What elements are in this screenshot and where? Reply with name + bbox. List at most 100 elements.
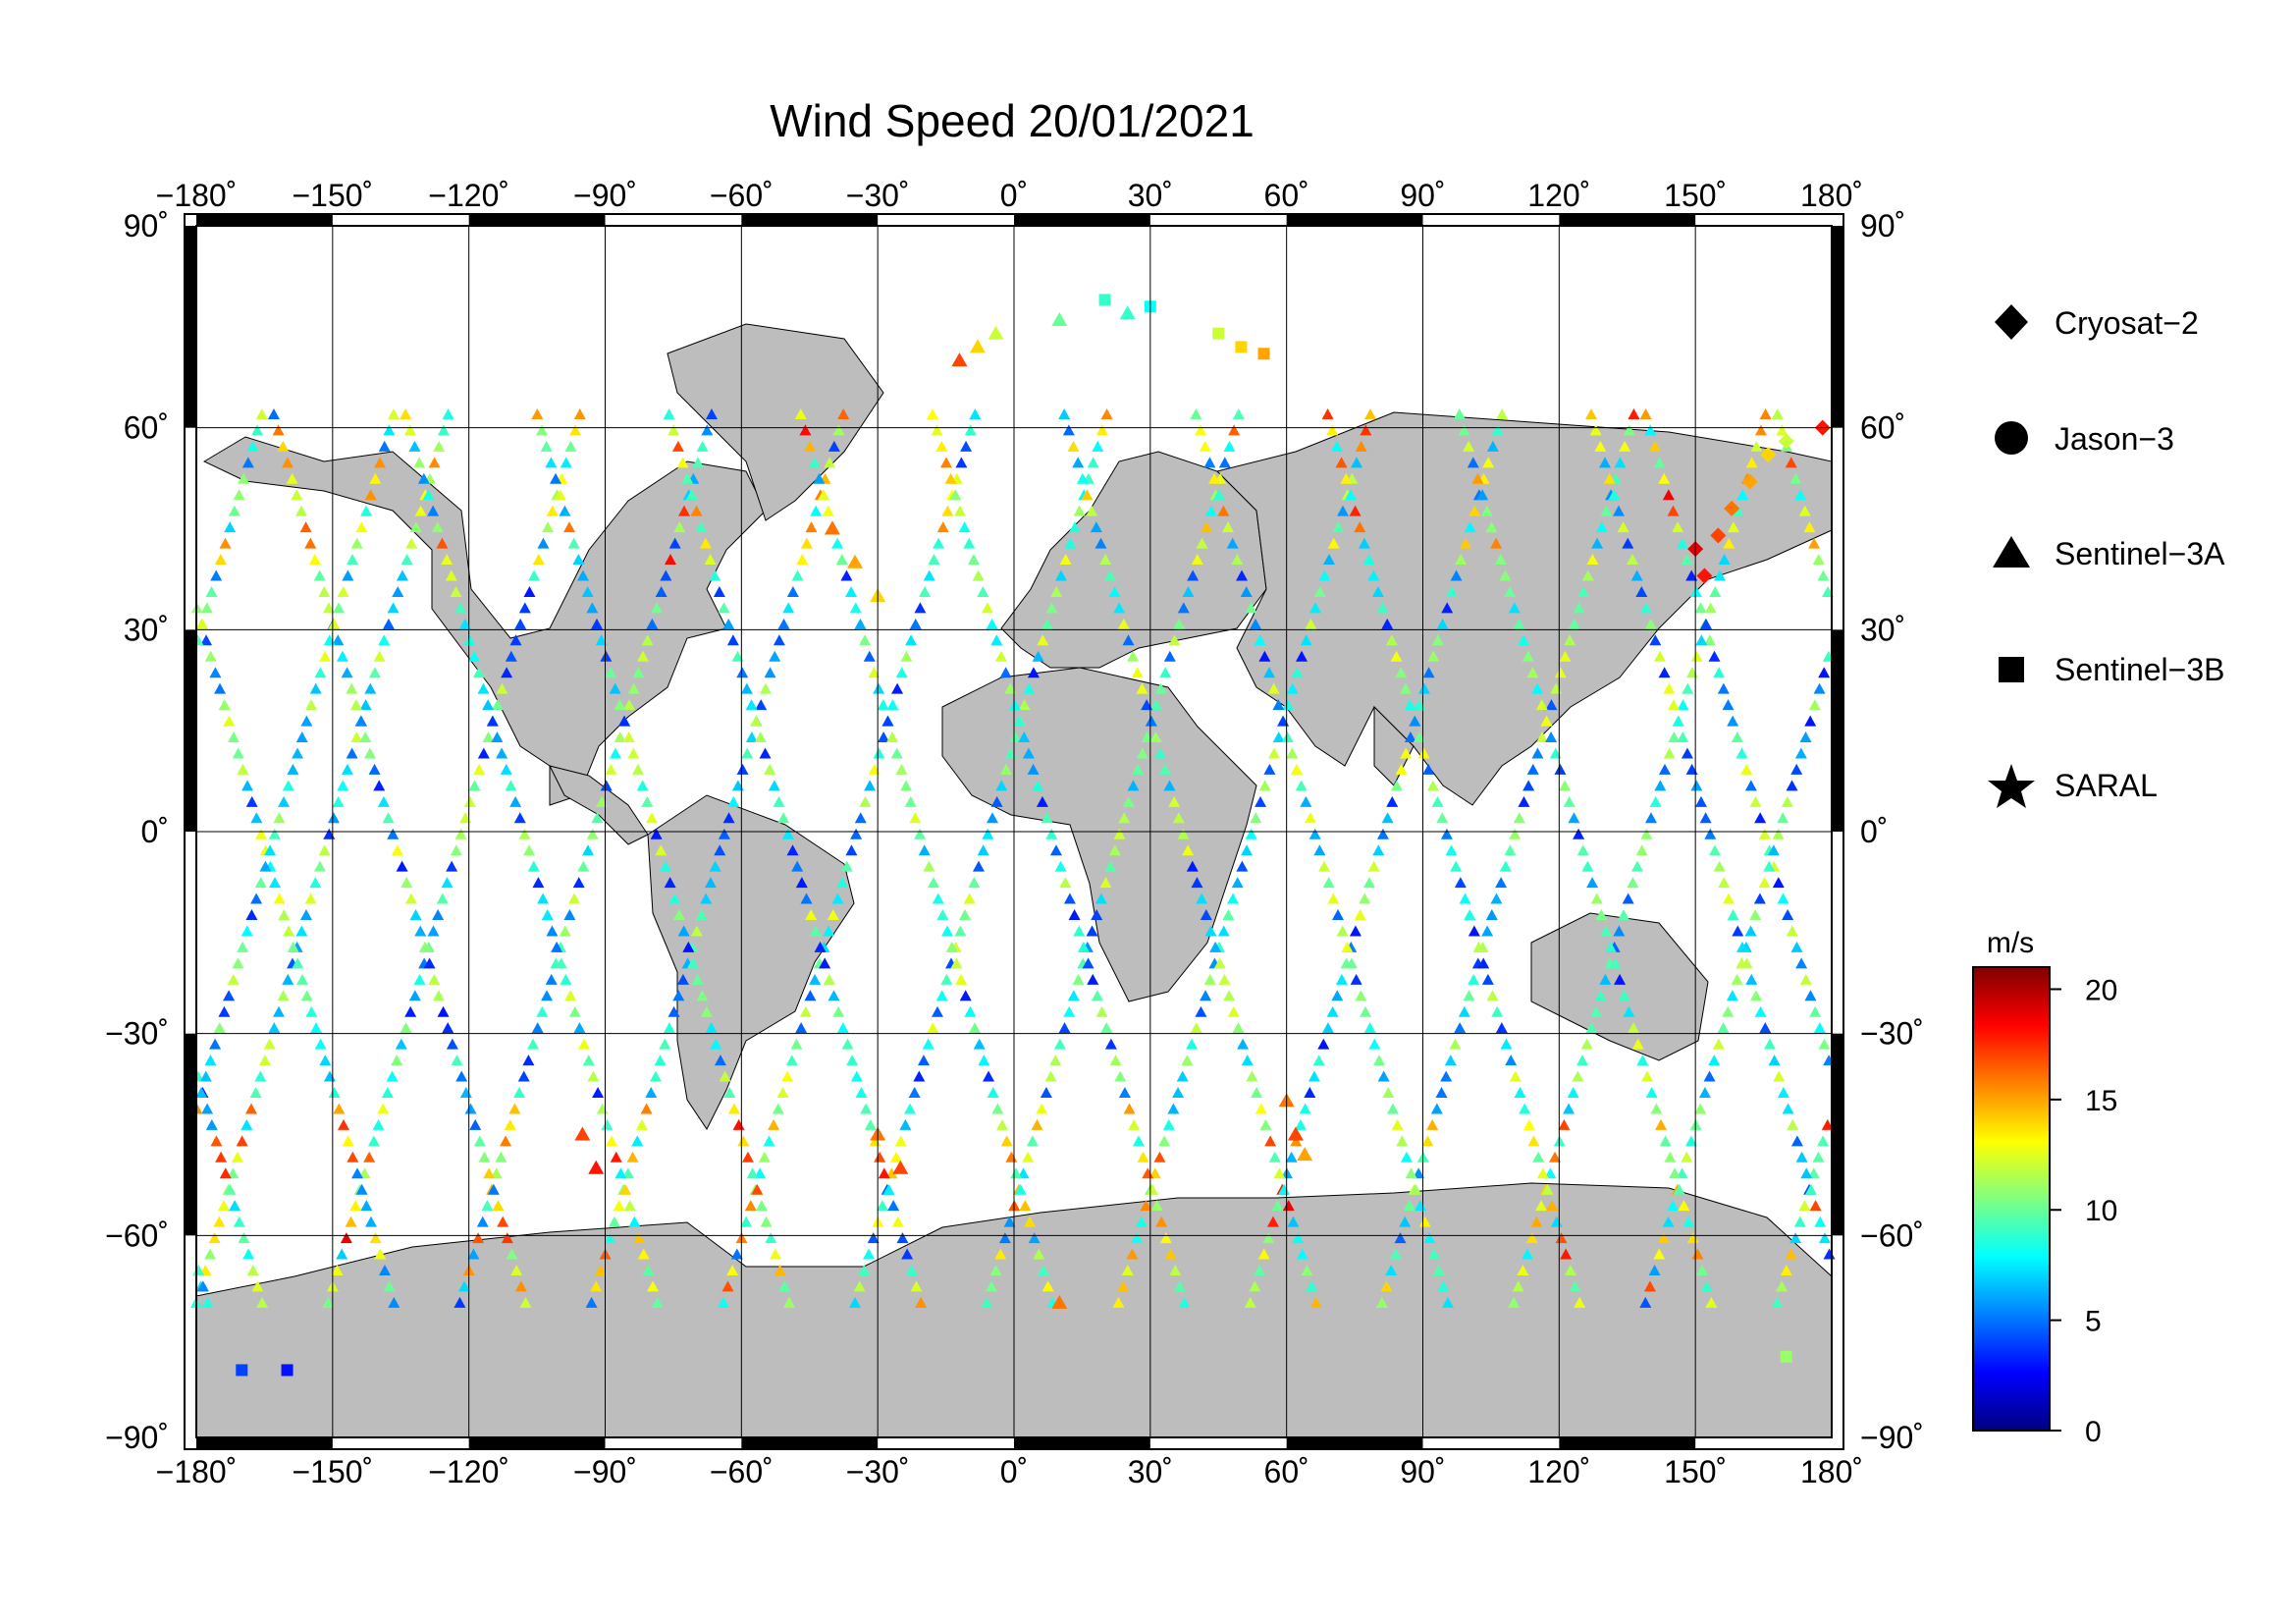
track-point bbox=[1491, 1005, 1504, 1017]
data-point-triangle bbox=[1287, 1126, 1304, 1141]
track-point bbox=[1694, 602, 1707, 614]
track-point bbox=[895, 667, 908, 678]
track-point bbox=[1785, 457, 1797, 468]
track-point bbox=[1708, 844, 1721, 856]
track-point bbox=[1360, 424, 1372, 436]
data-point-square bbox=[1257, 348, 1270, 360]
track-point bbox=[1623, 424, 1635, 436]
track-point bbox=[227, 973, 240, 985]
track-point bbox=[441, 554, 454, 566]
track-point bbox=[459, 812, 472, 824]
colorbar-gradient bbox=[1972, 966, 2051, 1432]
track-point bbox=[619, 1183, 632, 1195]
track-point bbox=[1777, 1086, 1789, 1098]
track-point bbox=[1708, 1055, 1721, 1066]
track-point bbox=[1091, 909, 1103, 921]
track-point bbox=[859, 795, 872, 807]
track-point bbox=[1776, 1280, 1789, 1292]
track-point bbox=[740, 1216, 753, 1227]
track-point bbox=[1305, 812, 1317, 824]
track-point bbox=[1059, 877, 1072, 889]
track-point bbox=[281, 457, 294, 468]
track-point bbox=[1182, 844, 1195, 856]
track-point bbox=[1178, 1296, 1191, 1308]
track-point bbox=[1073, 925, 1086, 937]
track-point bbox=[874, 1151, 886, 1163]
lat-tick-right: 30˚ bbox=[1860, 612, 1905, 647]
track-point bbox=[1649, 634, 1662, 646]
track-point bbox=[1037, 634, 1049, 646]
track-point bbox=[1033, 1248, 1045, 1260]
track-point bbox=[936, 521, 949, 533]
track-point bbox=[795, 877, 808, 889]
track-point bbox=[1468, 925, 1480, 937]
track-point bbox=[954, 925, 967, 937]
lon-ticks-bottom: −180˚ −150˚ −120˚ −90˚ −60˚ −30˚ 0˚ 30˚ 60˚ 90˚ 12… bbox=[156, 1454, 1863, 1489]
track-point bbox=[1768, 1055, 1781, 1066]
track-point bbox=[891, 682, 904, 694]
track-point bbox=[994, 1248, 1007, 1260]
track-point bbox=[355, 521, 368, 533]
track-point bbox=[1645, 1086, 1658, 1098]
track-point bbox=[282, 780, 294, 791]
track-point bbox=[437, 424, 450, 436]
track-point bbox=[1158, 763, 1171, 775]
lat-ticks-left: 90˚ 60˚ 30˚ 0˚ −30˚ −60˚ −90˚ bbox=[105, 208, 169, 1455]
track-point bbox=[909, 618, 922, 629]
track-point bbox=[873, 682, 885, 694]
data-point-triangle bbox=[1297, 1147, 1313, 1162]
track-point bbox=[1173, 1280, 1186, 1292]
track-point bbox=[318, 585, 331, 597]
track-point bbox=[1049, 1055, 1062, 1066]
track-point bbox=[1690, 650, 1703, 662]
track-point bbox=[1327, 537, 1340, 549]
track-point bbox=[772, 1103, 784, 1114]
frame-bar-left bbox=[185, 226, 196, 428]
track-point bbox=[1318, 860, 1331, 872]
track-point bbox=[369, 1232, 382, 1244]
track-point bbox=[594, 1264, 607, 1275]
track-point bbox=[345, 1216, 357, 1227]
track-point bbox=[1740, 763, 1753, 775]
track-point bbox=[582, 844, 595, 856]
track-point bbox=[1017, 1167, 1030, 1179]
track-point bbox=[1250, 618, 1262, 629]
track-point bbox=[1490, 537, 1503, 549]
track-point bbox=[360, 1200, 373, 1212]
track-point bbox=[1271, 1200, 1284, 1212]
track-point bbox=[532, 554, 545, 566]
track-point bbox=[313, 860, 326, 872]
track-point bbox=[1422, 667, 1435, 678]
track-point bbox=[606, 1135, 618, 1147]
track-point bbox=[564, 440, 577, 452]
track-point bbox=[256, 1296, 269, 1308]
track-point bbox=[1440, 828, 1453, 839]
track-point bbox=[1014, 1183, 1027, 1195]
track-point bbox=[960, 440, 973, 452]
track-point bbox=[1803, 521, 1816, 533]
data-point-square bbox=[1212, 327, 1225, 340]
track-point bbox=[1032, 780, 1044, 791]
track-point bbox=[577, 860, 590, 872]
track-point bbox=[1041, 812, 1053, 824]
track-point bbox=[1789, 1232, 1802, 1244]
track-point bbox=[1385, 634, 1398, 646]
track-point bbox=[374, 1248, 387, 1260]
track-point bbox=[332, 634, 345, 646]
track-point bbox=[1290, 1135, 1303, 1147]
track-point bbox=[913, 1070, 926, 1082]
track-point bbox=[1251, 1086, 1263, 1098]
track-point bbox=[300, 715, 313, 727]
track-point bbox=[1644, 424, 1657, 436]
track-point bbox=[1676, 537, 1688, 549]
track-point bbox=[1108, 585, 1121, 597]
track-point bbox=[309, 682, 322, 694]
frame-bar-top bbox=[1014, 214, 1150, 226]
track-point bbox=[650, 828, 663, 839]
track-point bbox=[1793, 1216, 1806, 1227]
lon-tick-bottom: −120˚ bbox=[428, 1454, 509, 1489]
track-point bbox=[1359, 1005, 1371, 1017]
track-point bbox=[522, 1055, 535, 1066]
track-point bbox=[936, 909, 949, 921]
track-point bbox=[1173, 618, 1186, 629]
